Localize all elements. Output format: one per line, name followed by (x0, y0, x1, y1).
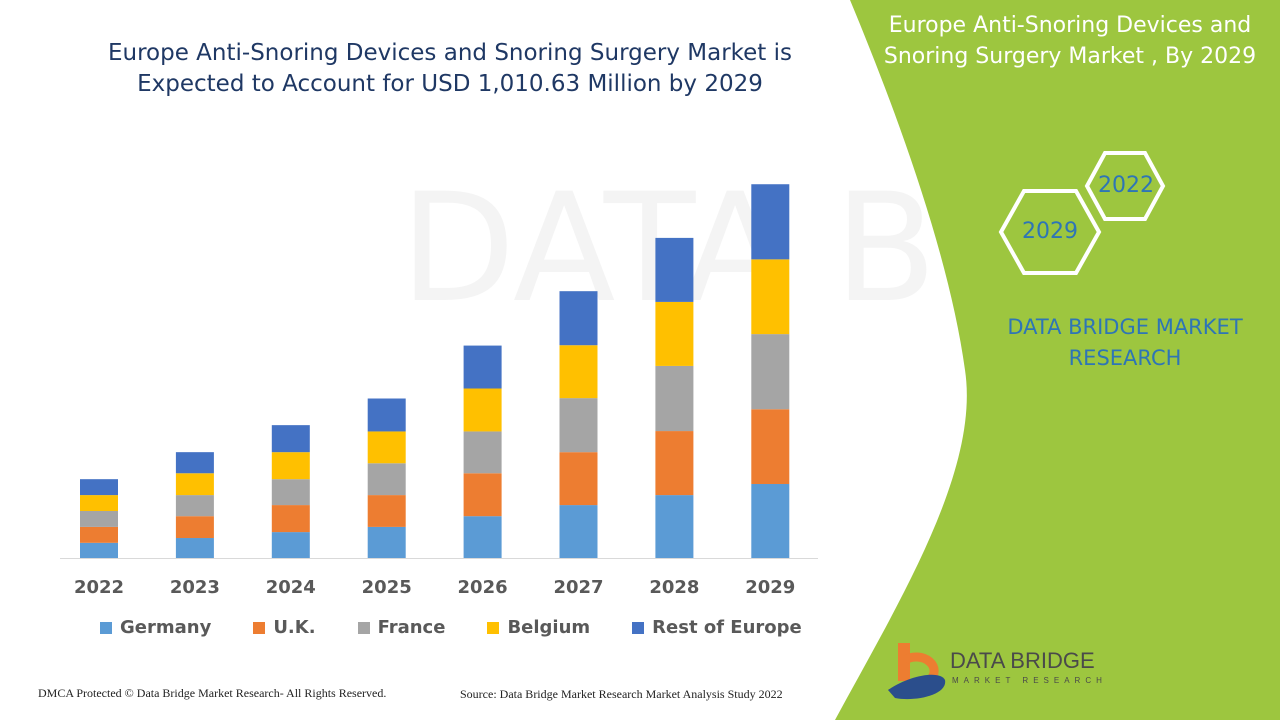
bar-segment-france-2029 (751, 334, 790, 410)
legend-label: Germany (120, 617, 212, 638)
bar-segment-belgium-2029 (751, 259, 790, 335)
x-tick-label: 2028 (649, 577, 699, 598)
bar-segment-u-k--2027 (559, 452, 598, 506)
legend-item: Rest of Europe (632, 617, 802, 638)
hexagon-icon (1084, 151, 1166, 221)
bar-segment-france-2027 (559, 398, 598, 453)
bar-segment-germany-2029 (751, 483, 790, 558)
legend-item: France (357, 617, 446, 638)
bar-segment-belgium-2028 (655, 301, 694, 366)
bar-segment-germany-2027 (559, 505, 598, 558)
bar-segment-rest-of-europe-2024 (271, 425, 310, 453)
bar-segment-germany-2025 (367, 526, 406, 558)
bar-segment-u-k--2026 (463, 473, 502, 517)
bar-segment-germany-2023 (175, 538, 214, 558)
legend-item: U.K. (253, 617, 316, 638)
bar-segment-rest-of-europe-2022 (80, 479, 118, 496)
legend-swatch (100, 621, 112, 634)
bar-segment-rest-of-europe-2027 (559, 291, 598, 346)
legend-item: Germany (100, 617, 211, 638)
bar-segment-rest-of-europe-2023 (175, 452, 214, 474)
x-tick-label: 2027 (553, 577, 603, 598)
bar-segment-france-2024 (271, 479, 310, 506)
bar-segment-france-2025 (367, 463, 406, 496)
copyright-footer: DMCA Protected © Data Bridge Market Rese… (38, 686, 387, 700)
brand-text: DATA BRIDGE MARKET RESEARCH (990, 312, 1260, 374)
brand-line-1: DATA BRIDGE MARKET (1007, 315, 1243, 339)
bar-segment-u-k--2023 (175, 516, 214, 539)
bar-segment-france-2026 (463, 431, 502, 474)
legend-swatch (253, 621, 266, 634)
x-tick-label: 2026 (458, 577, 508, 598)
x-tick-label: 2022 (74, 577, 124, 598)
side-title-line-1: Europe Anti-Snoring Devices and (888, 13, 1252, 38)
bar-segment-u-k--2029 (751, 409, 790, 484)
x-tick-label: 2023 (170, 577, 220, 598)
brand-line-2: RESEARCH (1068, 346, 1182, 370)
legend-label: France (377, 617, 446, 638)
bar-segment-rest-of-europe-2029 (751, 184, 790, 260)
bar-segment-germany-2028 (655, 495, 694, 558)
side-title: Europe Anti-Snoring Devices and Snoring … (870, 10, 1270, 72)
bar-segment-germany-2024 (271, 532, 310, 558)
legend-swatch (632, 621, 645, 634)
logo-icon (888, 643, 946, 700)
source-footer: Source: Data Bridge Market Research Mark… (460, 687, 783, 701)
bar-segment-france-2022 (80, 511, 118, 527)
chart-title: Europe Anti-Snoring Devices and Snoring … (80, 38, 820, 100)
logo-name: DATA BRIDGE (950, 648, 1095, 673)
legend-swatch (487, 621, 500, 634)
legend-item: Belgium (487, 617, 590, 638)
hex-year-2022: 2022 (1098, 173, 1154, 198)
bar-segment-belgium-2023 (175, 473, 214, 496)
legend-label: Belgium (507, 617, 591, 638)
title-line-1: Europe Anti-Snoring Devices and Snoring … (107, 40, 792, 66)
bar-segment-belgium-2026 (463, 388, 502, 432)
title-line-2: Expected to Account for USD 1,010.63 Mil… (137, 71, 763, 97)
logo-subtitle: MARKET RESEARCH (952, 676, 1107, 685)
bar-segment-germany-2022 (80, 542, 118, 558)
bar-segment-belgium-2024 (271, 452, 310, 480)
legend: Germany U.K. France Belgium Rest of Europe (100, 617, 844, 638)
bar-segment-u-k--2022 (80, 526, 118, 543)
hex-year-2029: 2029 (1022, 219, 1078, 244)
bar-segment-u-k--2028 (655, 431, 694, 496)
legend-label: Rest of Europe (652, 617, 802, 638)
x-tick-label: 2024 (266, 577, 316, 598)
bar-segment-france-2023 (175, 495, 214, 517)
bar-segment-u-k--2024 (271, 505, 310, 533)
hexagon-icon (998, 189, 1102, 275)
bar-segment-belgium-2022 (80, 495, 118, 512)
green-side-panel (835, 0, 1280, 720)
bar-segment-rest-of-europe-2025 (367, 398, 406, 432)
bar-segment-rest-of-europe-2028 (655, 237, 694, 302)
side-title-line-2: Snoring Surgery Market , By 2029 (883, 44, 1257, 69)
x-tick-label: 2029 (745, 577, 795, 598)
bar-segment-germany-2026 (463, 516, 502, 558)
bar-segment-rest-of-europe-2026 (463, 345, 502, 389)
legend-label: U.K. (273, 617, 316, 638)
bar-segment-u-k--2025 (367, 495, 406, 527)
bar-segment-france-2028 (655, 365, 694, 432)
x-tick-label: 2025 (362, 577, 412, 598)
bar-segment-belgium-2027 (559, 345, 598, 399)
bar-segment-belgium-2025 (367, 431, 406, 464)
legend-swatch (357, 621, 370, 634)
